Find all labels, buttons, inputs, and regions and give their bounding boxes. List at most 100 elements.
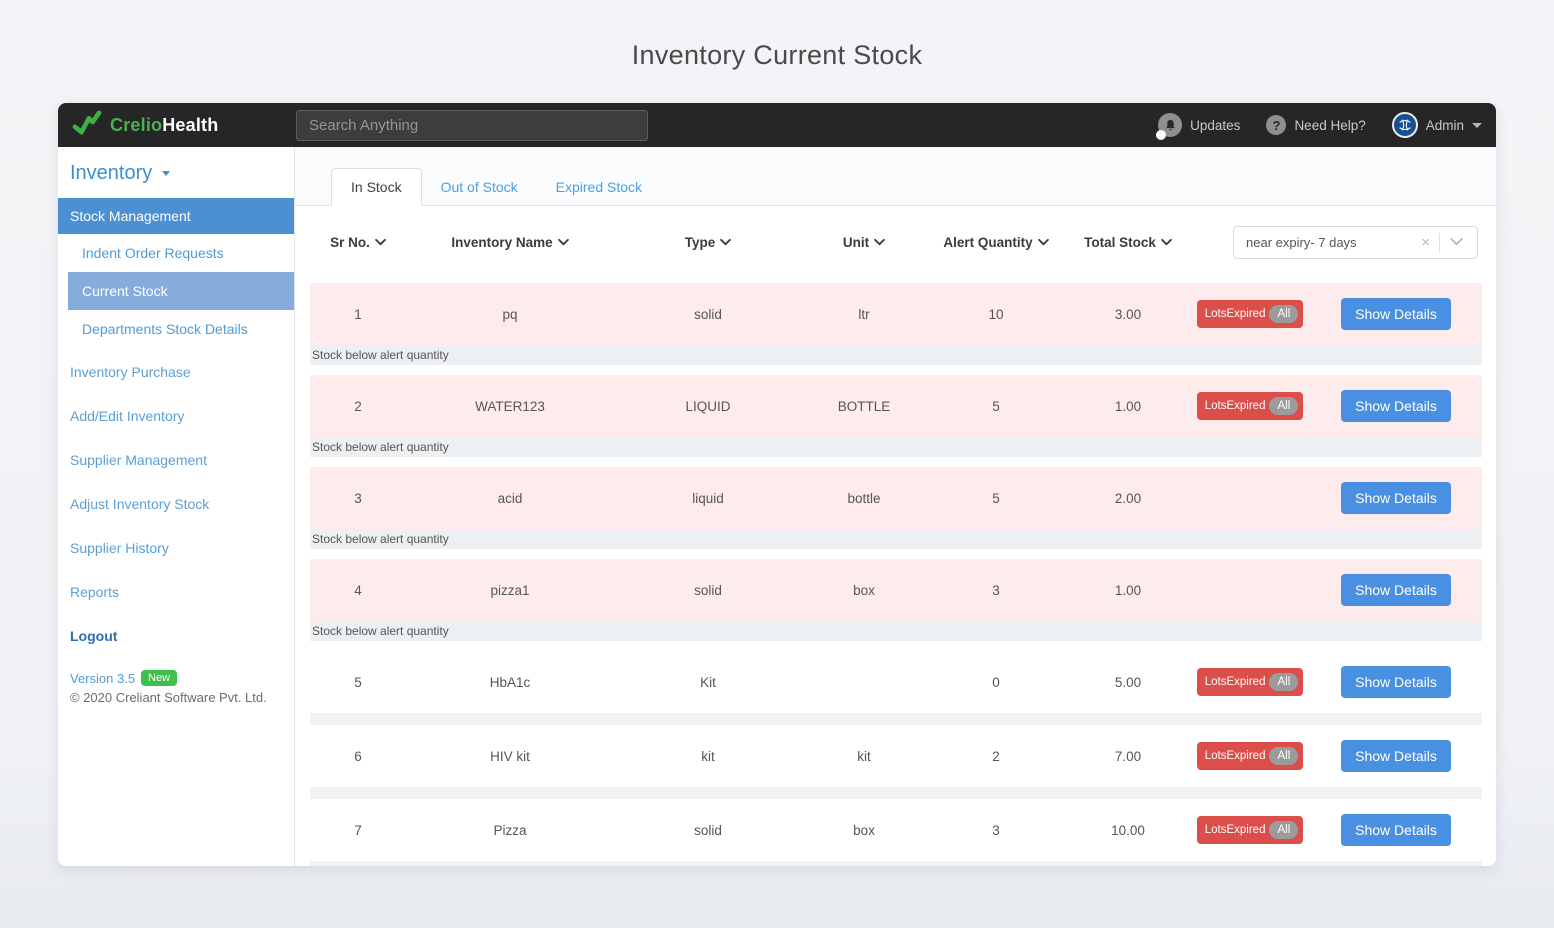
row-spacer [310, 641, 1482, 651]
cell-unit: ltr [858, 306, 870, 322]
cell-alert-quantity: 2 [992, 748, 1000, 764]
sidebar-item-add-edit-inventory[interactable]: Add/Edit Inventory [70, 408, 185, 424]
show-details-button[interactable]: Show Details [1341, 814, 1451, 846]
table-row: 1 pq solid ltr 10 3.00 LotsExpired All Show Deta… [310, 283, 1482, 345]
cell-alert-quantity: 0 [992, 674, 1000, 690]
lots-expired-all-pill[interactable]: All [1269, 397, 1299, 415]
cell-type: kit [701, 748, 715, 764]
version-label: Version 3.5 [70, 670, 136, 686]
column-header-sr-no[interactable]: Sr No. [310, 235, 406, 250]
lots-expired-all-pill[interactable]: All [1269, 821, 1299, 839]
lots-expired-button[interactable]: LotsExpired All [1196, 300, 1304, 328]
tab-in-stock[interactable]: In Stock [331, 168, 422, 206]
sidebar-item-supplier-history[interactable]: Supplier History [70, 540, 169, 556]
search-input[interactable] [296, 109, 648, 141]
column-header-unit[interactable]: Unit [802, 235, 926, 250]
lots-expired-button[interactable]: LotsExpired All [1196, 668, 1304, 696]
need-help-button[interactable]: ? Need Help? [1266, 115, 1366, 135]
lots-expired-button[interactable]: LotsExpired All [1196, 742, 1304, 770]
need-help-label: Need Help? [1294, 117, 1366, 133]
tab-out-of-stock[interactable]: Out of Stock [440, 179, 518, 195]
updates-label: Updates [1190, 117, 1241, 133]
lots-expired-cell: LotsExpired All [1190, 392, 1310, 420]
sidebar: Inventory Stock Management Indent Order R… [58, 147, 295, 866]
page-title: Inventory Current Stock [631, 40, 923, 70]
sort-chevron-icon [375, 238, 386, 245]
cell-type: liquid [692, 490, 724, 506]
below-alert-note: Stock below alert quantity [310, 621, 1482, 641]
row-spacer [310, 861, 1482, 866]
chevron-down-icon[interactable] [1440, 233, 1469, 251]
column-header-label: Inventory Name [451, 234, 553, 250]
sidebar-item-indent-order-requests[interactable]: Indent Order Requests [68, 234, 294, 272]
near-expiry-filter-select[interactable]: near expiry- 7 days × [1233, 225, 1478, 259]
show-details-cell: Show Details [1310, 390, 1482, 422]
lots-expired-all-pill[interactable]: All [1269, 305, 1299, 323]
new-badge: New [141, 670, 178, 686]
admin-label: Admin [1425, 117, 1464, 133]
chevron-down-icon [1472, 122, 1482, 128]
sidebar-item-logout[interactable]: Logout [70, 628, 118, 644]
lots-expired-cell: LotsExpired All [1190, 300, 1310, 328]
brand-logo[interactable]: CrelioHealth [72, 109, 296, 141]
sidebar-item-supplier-management[interactable]: Supplier Management [70, 452, 207, 468]
cell-alert-quantity: 5 [992, 398, 1000, 414]
show-details-button[interactable]: Show Details [1341, 740, 1451, 772]
lots-expired-button[interactable]: LotsExpired All [1196, 816, 1304, 844]
row-spacer [310, 787, 1482, 799]
show-details-button[interactable]: Show Details [1341, 298, 1451, 330]
sidebar-item-departments-stock-details[interactable]: Departments Stock Details [68, 310, 294, 348]
cell-type: solid [694, 582, 722, 598]
column-header-total-stock[interactable]: Total Stock [1066, 235, 1190, 250]
table-panel: Sr No. Inventory Name Type Unit Alert Quanti… [295, 206, 1496, 866]
updates-button[interactable]: Updates [1156, 113, 1241, 140]
chevron-down-icon [161, 171, 170, 177]
sidebar-item-current-stock[interactable]: Current Stock [68, 272, 294, 310]
filter-clear-icon[interactable]: × [1421, 233, 1430, 251]
lots-expired-label: LotsExpired [1204, 400, 1266, 412]
cell-alert-quantity: 3 [992, 822, 1000, 838]
lots-expired-cell: LotsExpired All [1190, 668, 1310, 696]
cell-unit: BOTTLE [837, 398, 891, 414]
show-details-cell: Show Details [1310, 666, 1482, 698]
cell-inventory-name: pq [502, 306, 518, 322]
cell-sr-no: 4 [354, 582, 362, 598]
table-rows: 1 pq solid ltr 10 3.00 LotsExpired All Show Deta… [310, 283, 1482, 866]
tab-expired-stock[interactable]: Expired Stock [555, 179, 643, 195]
cell-total-stock: 7.00 [1114, 748, 1142, 764]
show-details-cell: Show Details [1310, 482, 1482, 514]
cell-unit: box [853, 822, 875, 838]
sidebar-title-inventory[interactable]: Inventory [58, 147, 294, 198]
lots-expired-all-pill[interactable]: All [1269, 747, 1299, 765]
column-header-alert-quantity[interactable]: Alert Quantity [926, 235, 1066, 250]
cell-alert-quantity: 5 [992, 490, 1000, 506]
column-header-type[interactable]: Type [614, 235, 802, 250]
admin-menu[interactable]: Admin [1391, 112, 1482, 138]
cell-unit: box [853, 582, 875, 598]
show-details-button[interactable]: Show Details [1341, 666, 1451, 698]
filter-wrap: near expiry- 7 days × [1233, 225, 1478, 259]
show-details-button[interactable]: Show Details [1341, 390, 1451, 422]
sidebar-item-stock-management[interactable]: Stock Management [58, 198, 294, 234]
lots-expired-button[interactable]: LotsExpired All [1196, 392, 1304, 420]
show-details-button[interactable]: Show Details [1341, 574, 1451, 606]
cell-alert-quantity: 3 [992, 582, 1000, 598]
table-row: 3 acid liquid bottle 5 2.00 Show Details [310, 467, 1482, 529]
brand-name-primary: Crelio [110, 114, 163, 135]
below-alert-note: Stock below alert quantity [310, 529, 1482, 549]
show-details-cell: Show Details [1310, 574, 1482, 606]
avatar [1391, 112, 1418, 138]
column-header-label: Type [684, 234, 716, 250]
cell-sr-no: 1 [354, 306, 362, 322]
cell-unit: kit [857, 748, 871, 764]
sidebar-item-reports[interactable]: Reports [70, 584, 120, 600]
lots-expired-all-pill[interactable]: All [1269, 673, 1299, 691]
column-header-inventory-name[interactable]: Inventory Name [406, 235, 614, 250]
lots-expired-cell: LotsExpired All [1190, 742, 1310, 770]
sidebar-title-label: Inventory [70, 162, 153, 184]
brand-name: CrelioHealth [110, 115, 218, 136]
show-details-button[interactable]: Show Details [1341, 482, 1451, 514]
brand-name-secondary: Health [162, 114, 219, 135]
sidebar-item-inventory-purchase[interactable]: Inventory Purchase [70, 364, 191, 380]
sidebar-item-adjust-inventory-stock[interactable]: Adjust Inventory Stock [70, 496, 210, 512]
